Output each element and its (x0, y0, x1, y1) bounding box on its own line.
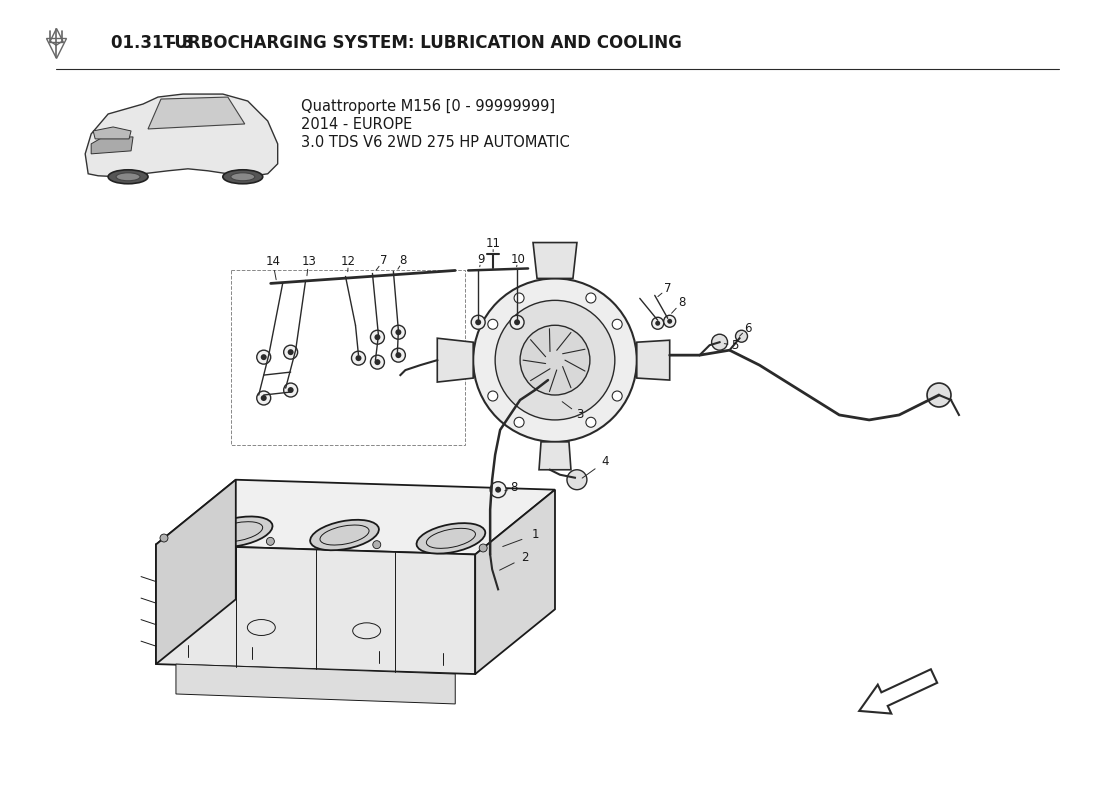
Circle shape (266, 538, 274, 546)
Circle shape (261, 395, 266, 401)
Circle shape (256, 391, 271, 405)
Circle shape (651, 318, 663, 330)
Text: TURBOCHARGING SYSTEM: LUBRICATION AND COOLING: TURBOCHARGING SYSTEM: LUBRICATION AND CO… (163, 34, 682, 52)
Text: 7: 7 (664, 282, 671, 295)
Text: 3.0 TDS V6 2WD 275 HP AUTOMATIC: 3.0 TDS V6 2WD 275 HP AUTOMATIC (300, 135, 570, 150)
Text: 11: 11 (485, 237, 501, 250)
Circle shape (514, 418, 524, 427)
Circle shape (373, 541, 381, 549)
Circle shape (586, 418, 596, 427)
Text: 3: 3 (576, 409, 584, 422)
Polygon shape (534, 242, 576, 278)
Circle shape (371, 330, 384, 344)
Text: 6: 6 (744, 322, 751, 334)
Circle shape (352, 351, 365, 365)
Ellipse shape (231, 173, 255, 181)
Polygon shape (539, 442, 571, 470)
Circle shape (160, 534, 168, 542)
Text: 8: 8 (399, 254, 407, 267)
Circle shape (510, 315, 524, 330)
Circle shape (475, 319, 481, 326)
Circle shape (288, 349, 294, 355)
Circle shape (480, 544, 487, 552)
Polygon shape (148, 97, 245, 129)
Circle shape (712, 334, 727, 350)
Circle shape (927, 383, 952, 407)
Text: 14: 14 (265, 255, 280, 268)
Text: 1: 1 (531, 528, 539, 541)
Circle shape (613, 391, 623, 401)
Circle shape (495, 486, 502, 493)
Text: 10: 10 (510, 253, 526, 266)
Text: 2: 2 (521, 551, 529, 564)
Circle shape (374, 359, 381, 365)
Circle shape (487, 391, 498, 401)
Circle shape (520, 326, 590, 395)
Circle shape (288, 387, 294, 393)
Circle shape (371, 355, 384, 369)
Ellipse shape (204, 517, 273, 547)
Text: 5: 5 (730, 338, 738, 352)
Circle shape (256, 350, 271, 364)
Text: Quattroporte M156 [0 - 99999999]: Quattroporte M156 [0 - 99999999] (300, 99, 554, 114)
Ellipse shape (310, 520, 378, 550)
Polygon shape (156, 545, 475, 674)
Text: 7: 7 (379, 254, 387, 267)
Circle shape (284, 345, 298, 359)
Text: 12: 12 (341, 255, 356, 268)
Text: 8: 8 (678, 296, 685, 309)
Text: 13: 13 (301, 255, 316, 268)
Polygon shape (156, 480, 235, 664)
Circle shape (495, 300, 615, 420)
Polygon shape (85, 94, 277, 177)
Circle shape (355, 355, 362, 361)
Circle shape (514, 319, 520, 326)
Circle shape (392, 326, 406, 339)
Circle shape (514, 293, 524, 303)
Circle shape (374, 334, 381, 340)
Text: 01.31 - 3: 01.31 - 3 (111, 34, 199, 52)
Polygon shape (176, 664, 455, 704)
Polygon shape (156, 480, 556, 554)
Circle shape (613, 319, 623, 330)
Circle shape (487, 319, 498, 330)
Circle shape (473, 278, 637, 442)
Polygon shape (438, 338, 473, 382)
Circle shape (261, 354, 266, 360)
Circle shape (284, 383, 298, 397)
Polygon shape (637, 340, 670, 380)
Text: 9: 9 (477, 253, 485, 266)
Ellipse shape (108, 170, 148, 184)
Text: 4: 4 (601, 455, 608, 468)
Circle shape (471, 315, 485, 330)
Circle shape (392, 348, 406, 362)
Circle shape (663, 315, 675, 327)
Ellipse shape (417, 523, 485, 554)
Circle shape (491, 482, 506, 498)
Polygon shape (94, 127, 131, 139)
Ellipse shape (223, 170, 263, 184)
Circle shape (736, 330, 748, 342)
Circle shape (395, 330, 402, 335)
Circle shape (668, 318, 672, 324)
Polygon shape (91, 137, 133, 154)
Circle shape (656, 321, 660, 326)
Circle shape (395, 352, 402, 358)
Circle shape (566, 470, 587, 490)
Text: 2014 - EUROPE: 2014 - EUROPE (300, 117, 411, 132)
FancyArrow shape (859, 670, 937, 714)
Text: 8: 8 (510, 481, 518, 494)
Circle shape (586, 293, 596, 303)
Polygon shape (475, 490, 556, 674)
Ellipse shape (117, 173, 140, 181)
